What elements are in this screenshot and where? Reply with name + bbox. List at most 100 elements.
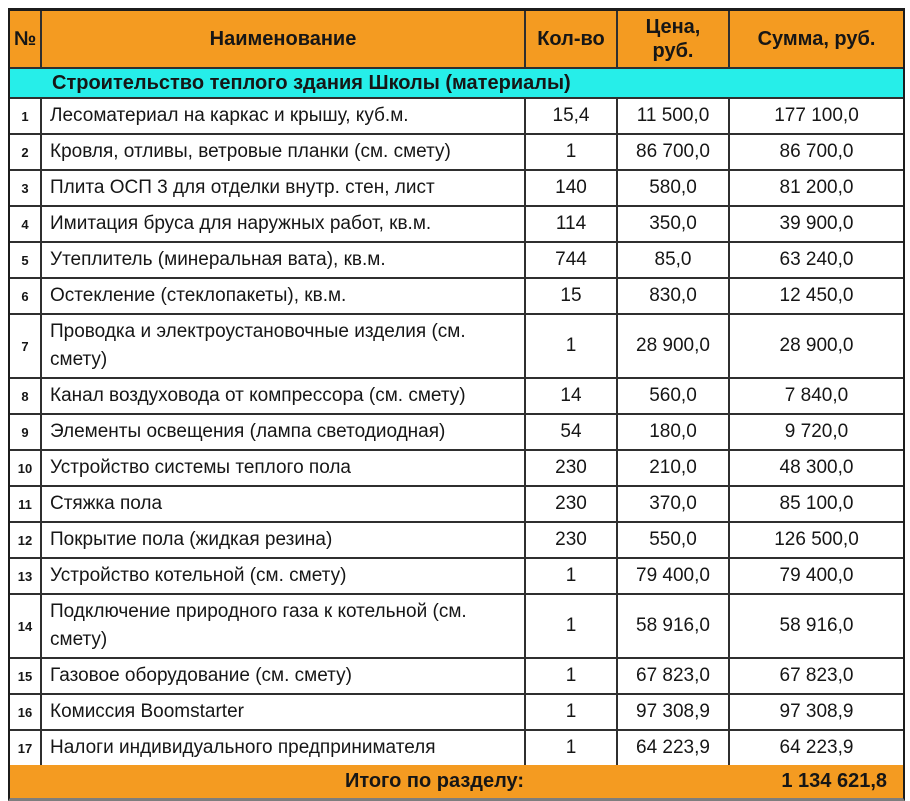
quantity-cell: 1 [526,659,618,693]
header-cell-name: Наименование [42,11,526,67]
price-cell: 67 823,0 [618,659,730,693]
row-number-cell: 6 [10,279,42,313]
table-footer-row: Итого по разделу: 1 134 621,8 [10,765,903,798]
table-row: 16 Комиссия Boomstarter 1 97 308,9 97 30… [10,695,903,731]
sum-cell: 48 300,0 [779,457,854,478]
header-cell-quantity: Кол-во [526,11,618,67]
table-row: 2 Кровля, отливы, ветровые планки (см. с… [10,135,903,171]
row-number-cell: 16 [10,695,42,729]
row-number-cell: 9 [10,415,42,449]
item-name-cell: Лесоматериал на каркас и крышу, куб.м. [42,99,526,133]
item-name-cell: Остекление (стеклопакеты), кв.м. [42,279,526,313]
row-number-cell: 11 [10,487,42,521]
header-cell-price: Цена, руб. [618,11,730,67]
price-cell: 580,0 [618,171,730,205]
row-number-cell: 10 [10,451,42,485]
item-name-cell: Подключение природного газа к котельной … [42,595,526,657]
footer-total-label: Итого по разделу: [344,770,525,792]
table-row: 14 Подключение природного газа к котельн… [10,595,903,659]
item-name-cell: Налоги индивидуального предпринимателя [42,731,526,765]
table-body: 1 Лесоматериал на каркас и крышу, куб.м.… [10,99,903,765]
quantity-cell: 14 [526,379,618,413]
sum-cell: 85 100,0 [779,493,854,514]
sum-cell: 58 916,0 [779,615,854,636]
table-row: 3 Плита ОСП 3 для отделки внутр. стен, л… [10,171,903,207]
item-name-cell: Канал воздуховода от компрессора (см. см… [42,379,526,413]
table-row: 13 Устройство котельной (см. смету) 1 79… [10,559,903,595]
row-number-cell: 7 [10,315,42,377]
quantity-cell: 744 [526,243,618,277]
header-cell-sum: Сумма, руб. [757,28,876,50]
quantity-cell: 114 [526,207,618,241]
table-header-row: № Наименование Кол-во Цена, руб. Сумма, … [10,11,903,69]
footer-total-value: 1 134 621,8 [781,770,887,792]
quantity-cell: 140 [526,171,618,205]
row-number-cell: 8 [10,379,42,413]
section-header-row: Строительство теплого здания Школы (мате… [10,69,903,99]
price-cell: 830,0 [618,279,730,313]
price-cell: 11 500,0 [618,99,730,133]
quantity-cell: 230 [526,487,618,521]
item-name-cell: Покрытие пола (жидкая резина) [42,523,526,557]
table-row: 8 Канал воздуховода от компрессора (см. … [10,379,903,415]
item-name-cell: Имитация бруса для наружных работ, кв.м. [42,207,526,241]
item-name-cell: Устройство системы теплого пола [42,451,526,485]
item-name-cell: Проводка и электроустановочные изделия (… [42,315,526,377]
price-cell: 560,0 [618,379,730,413]
table-row: 6 Остекление (стеклопакеты), кв.м. 15 83… [10,279,903,315]
item-name-cell: Газовое оборудование (см. смету) [42,659,526,693]
sum-cell: 64 223,9 [779,737,854,758]
header-cell-number: № [10,11,42,67]
sum-cell: 7 840,0 [784,385,849,406]
item-name-cell: Комиссия Boomstarter [42,695,526,729]
price-cell: 97 308,9 [618,695,730,729]
table-row: 11 Стяжка пола 230 370,0 85 100,0 [10,487,903,523]
price-cell: 210,0 [618,451,730,485]
section-title: Строительство теплого здания Школы (мате… [52,71,571,94]
quantity-cell: 1 [526,595,618,657]
row-number-cell: 4 [10,207,42,241]
table-row: 5 Утеплитель (минеральная вата), кв.м. 7… [10,243,903,279]
quantity-cell: 1 [526,135,618,169]
row-number-cell: 17 [10,731,42,765]
quantity-cell: 1 [526,315,618,377]
price-cell: 370,0 [618,487,730,521]
price-cell: 180,0 [618,415,730,449]
row-number-cell: 15 [10,659,42,693]
sum-cell: 28 900,0 [779,335,854,356]
row-number-cell: 12 [10,523,42,557]
table-row: 17 Налоги индивидуального предпринимател… [10,731,903,765]
sum-cell: 177 100,0 [774,105,859,126]
quantity-cell: 15 [526,279,618,313]
item-name-cell: Стяжка пола [42,487,526,521]
price-cell: 58 916,0 [618,595,730,657]
row-number-cell: 13 [10,559,42,593]
row-number-cell: 3 [10,171,42,205]
item-name-cell: Элементы освещения (лампа светодиодная) [42,415,526,449]
table-row: 1 Лесоматериал на каркас и крышу, куб.м.… [10,99,903,135]
price-cell: 350,0 [618,207,730,241]
table-row: 12 Покрытие пола (жидкая резина) 230 550… [10,523,903,559]
item-name-cell: Плита ОСП 3 для отделки внутр. стен, лис… [42,171,526,205]
sum-cell: 97 308,9 [779,701,854,722]
table-row: 10 Устройство системы теплого пола 230 2… [10,451,903,487]
table-row: 7 Проводка и электроустановочные изделия… [10,315,903,379]
quantity-cell: 1 [526,559,618,593]
quantity-cell: 230 [526,523,618,557]
estimate-table: № Наименование Кол-во Цена, руб. Сумма, … [8,8,905,801]
price-cell: 86 700,0 [618,135,730,169]
sum-cell: 63 240,0 [779,249,854,270]
sum-cell: 81 200,0 [779,177,854,198]
item-name-cell: Устройство котельной (см. смету) [42,559,526,593]
quantity-cell: 230 [526,451,618,485]
quantity-cell: 15,4 [526,99,618,133]
table-row: 9 Элементы освещения (лампа светодиодная… [10,415,903,451]
table-row: 4 Имитация бруса для наружных работ, кв.… [10,207,903,243]
item-name-cell: Утеплитель (минеральная вата), кв.м. [42,243,526,277]
price-cell: 85,0 [618,243,730,277]
row-number-cell: 14 [10,595,42,657]
price-cell: 64 223,9 [618,731,730,765]
sum-cell: 9 720,0 [784,421,849,442]
sum-cell: 12 450,0 [779,285,854,306]
sum-cell: 86 700,0 [779,141,854,162]
